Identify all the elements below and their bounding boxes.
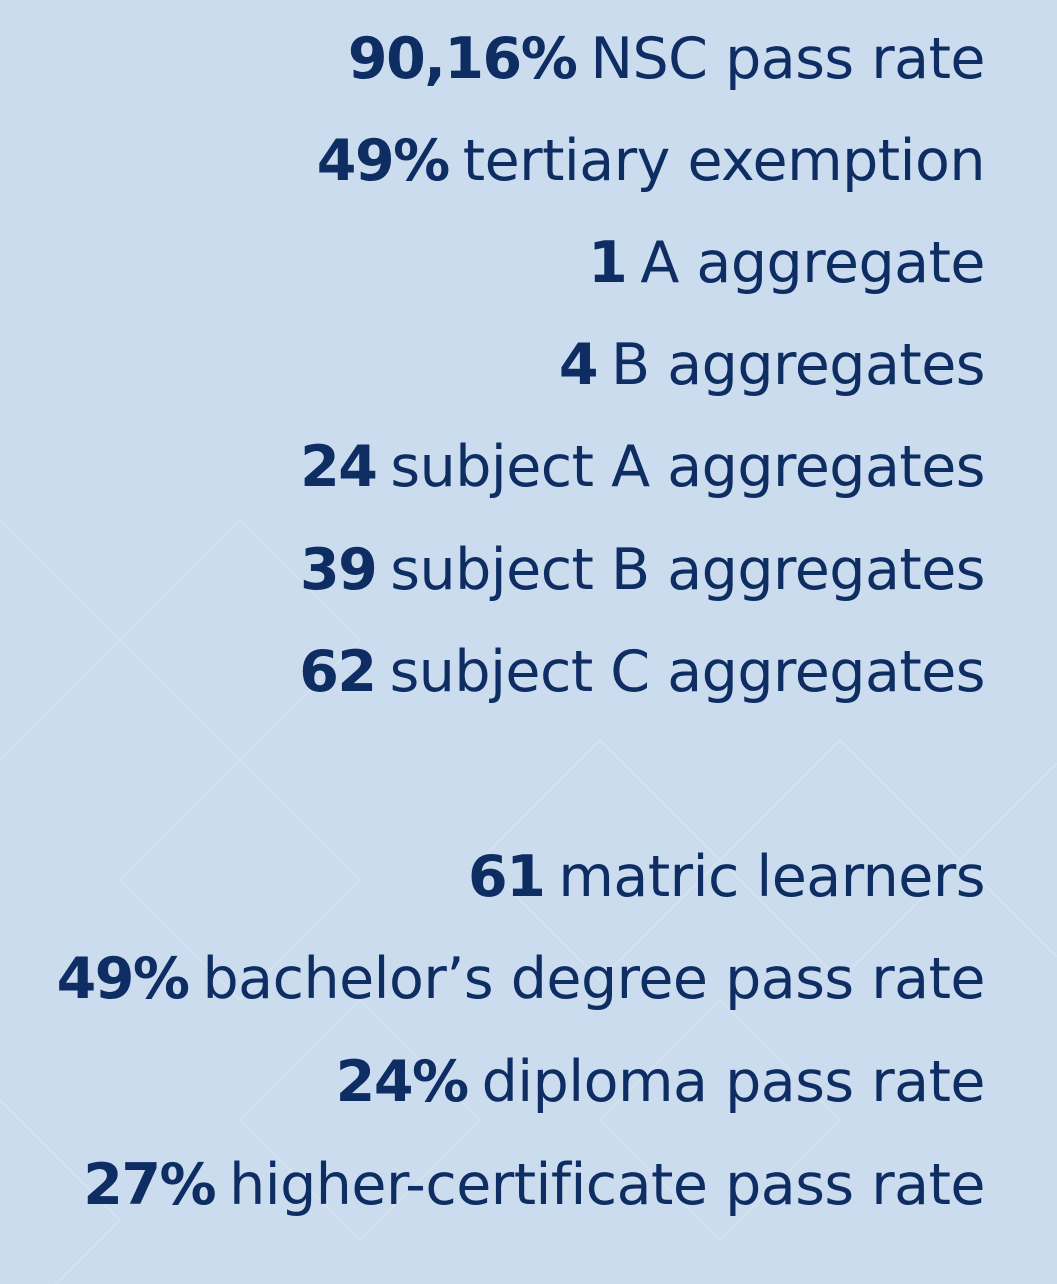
stat-value: 24 [300,434,378,500]
stat-label: higher-certificate pass rate [229,1152,985,1218]
stat-label: subject A aggregates [390,434,985,500]
stat-value: 24% [335,1049,469,1115]
stat-label: bachelor’s degree pass rate [202,946,986,1012]
stat-label: matric learners [558,844,985,910]
stat-bachelors-pass-rate: 49% bachelor’s degree pass rate [56,944,986,1014]
stat-label: tertiary exemption [462,128,986,194]
stat-label: NSC pass rate [590,26,985,92]
stat-value: 49% [56,946,190,1012]
stat-value: 1 [588,230,628,296]
stat-matric-learners: 61 matric learners [468,842,985,912]
stat-value: 61 [468,844,546,910]
stat-value: 27% [83,1152,216,1218]
stat-nsc-pass-rate: 90,16% NSC pass rate [347,24,986,94]
stat-value: 39 [299,537,378,603]
stat-label: A aggregate [640,230,985,296]
stat-label: subject B aggregates [390,537,985,603]
stat-value: 4 [558,332,599,398]
stat-label: B aggregates [611,332,986,398]
stat-higher-certificate-pass-rate: 27% higher-certificate pass rate [83,1150,985,1220]
stat-tertiary-exemption: 49% tertiary exemption [316,126,986,196]
stat-subject-b-aggregates: 39 subject B aggregates [299,535,986,605]
stat-label: diploma pass rate [481,1049,986,1115]
stat-value: 62 [299,639,377,705]
stat-subject-a-aggregates: 24 subject A aggregates [300,432,985,502]
stat-subject-c-aggregates: 62 subject C aggregates [299,637,985,707]
stat-label: subject C aggregates [389,639,986,705]
stat-value: 90,16% [347,26,578,92]
stat-value: 49% [316,128,450,194]
stat-diploma-pass-rate: 24% diploma pass rate [335,1047,986,1117]
